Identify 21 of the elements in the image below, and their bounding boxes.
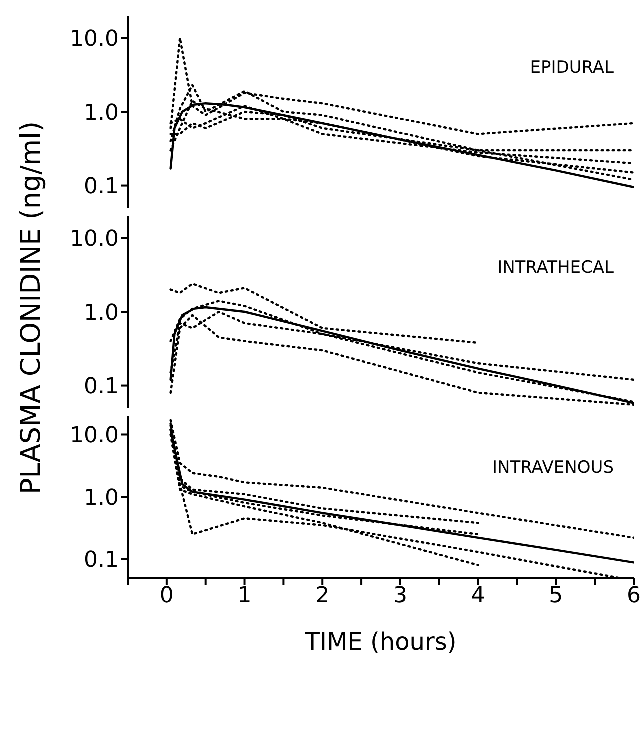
annotation: INTRATHECAL (498, 258, 614, 278)
y-tick-label: 10.0 (70, 424, 119, 449)
x-tick-label: 5 (549, 584, 564, 609)
y-axis-title: PLASMA CLONIDINE (ng/ml) (16, 121, 47, 495)
x-tick-label: 3 (393, 584, 408, 609)
annotation: EPIDURAL (530, 58, 614, 78)
x-tick-label: 6 (627, 584, 641, 609)
y-tick-label: 10.0 (70, 27, 119, 52)
y-tick-label: 1.0 (84, 486, 119, 511)
x-tick-label: 4 (471, 584, 486, 609)
y-tick-label: 0.1 (84, 174, 119, 200)
x-tick-label: 0 (160, 584, 174, 609)
x-axis-title: TIME (hours) (304, 628, 457, 656)
y-tick-label: 10.0 (70, 227, 119, 252)
y-tick-label: 0.1 (84, 548, 119, 574)
x-tick-label: 1 (238, 584, 252, 609)
annotation: INTRAVENOUS (492, 458, 614, 478)
x-tick-label: 2 (316, 584, 330, 609)
y-tick-label: 1.0 (84, 100, 119, 126)
y-tick-label: 0.1 (84, 374, 119, 400)
y-tick-label: 1.0 (84, 300, 119, 326)
